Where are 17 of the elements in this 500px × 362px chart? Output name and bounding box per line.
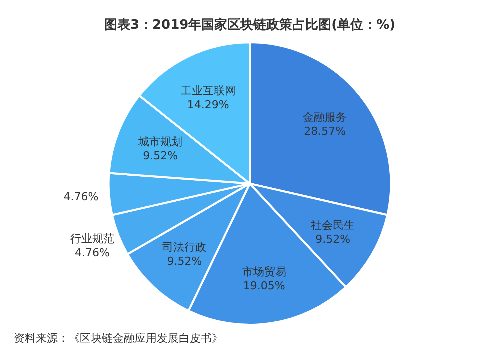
slice-label: 社会民生: [311, 218, 356, 232]
data-label: 14.29%: [187, 98, 230, 112]
data-label: 4.76%: [64, 190, 99, 204]
slice-label: 工业互联网: [180, 84, 236, 98]
data-label: 9.52%: [316, 232, 351, 246]
data-label: 9.52%: [143, 150, 178, 163]
data-label: 28.57%: [304, 124, 346, 138]
text: 资料来源：《区块链金融应用发展白皮书》: [14, 332, 223, 345]
slice-label: 司法行政: [162, 241, 207, 254]
slice-label: 城市规划: [138, 136, 183, 149]
chart-title: 图表3：2019年国家区块链政策占比图(单位：%): [104, 17, 396, 34]
data-label: 9.52%: [167, 255, 202, 268]
data-label: 4.76%: [75, 246, 110, 260]
slice-label: 金融服务: [303, 110, 348, 124]
slice-label: 市场贸易: [242, 266, 286, 279]
data-label: 19.05%: [243, 280, 286, 293]
slice-label: 行业规范: [70, 232, 114, 246]
